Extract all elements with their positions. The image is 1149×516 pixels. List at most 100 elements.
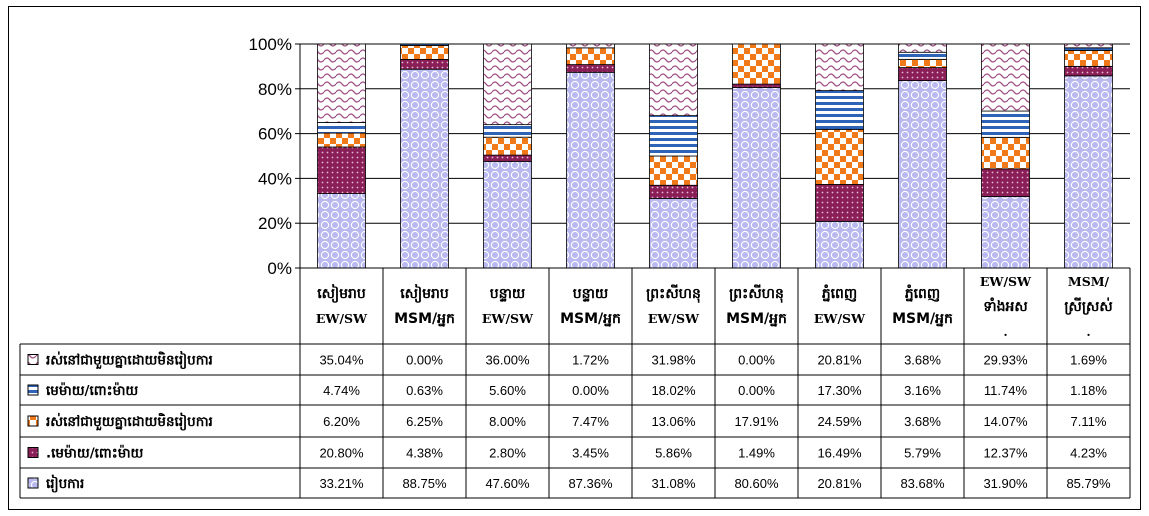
bar-segment: [898, 58, 947, 68]
bar-segment: [566, 71, 615, 269]
data-label: 85.79%: [1066, 476, 1111, 491]
bar-segment: [566, 64, 615, 73]
data-label: 13.06%: [651, 414, 696, 429]
data-label: 80.60%: [734, 476, 779, 491]
category-label: ព្រះសីហនុ: [646, 284, 701, 303]
bar-segment: [1064, 65, 1113, 77]
category-label: .: [1086, 324, 1090, 339]
data-label: 4.38%: [406, 446, 443, 461]
bar-segment: [981, 168, 1030, 197]
bar-segment: [815, 128, 864, 185]
data-label: 6.25%: [406, 414, 443, 429]
data-label: 33.21%: [319, 476, 364, 491]
bar-segment: [483, 136, 532, 156]
data-label: 0.00%: [572, 383, 609, 398]
data-label: 83.68%: [900, 476, 945, 491]
data-label: 17.91%: [734, 414, 779, 429]
data-label: 24.59%: [817, 414, 862, 429]
bar-segment: [732, 83, 781, 88]
data-label: 1.18%: [1070, 383, 1107, 398]
y-axis: 0% 20% 40% 60% 80% 100%: [249, 35, 301, 278]
bar-segment: [400, 43, 449, 46]
data-label: 12.37%: [983, 446, 1028, 461]
data-label: 88.75%: [402, 476, 447, 491]
data-label: 14.07%: [983, 414, 1028, 429]
data-label: 47.60%: [485, 476, 530, 491]
bar-segment: [400, 59, 449, 70]
data-label: 3.16%: [904, 383, 941, 398]
bar-segment: [649, 184, 698, 199]
y-tick-label: 80%: [258, 80, 292, 99]
category-label: MSM/អ្នក: [726, 311, 787, 327]
data-label: 18.02%: [651, 383, 696, 398]
category-label: MSM/អ្នក: [394, 311, 455, 327]
data-label: 31.98%: [651, 353, 696, 368]
category-label: សៀមរាប: [400, 284, 449, 303]
bar-segment: [1064, 43, 1113, 49]
bar-segment: [815, 184, 864, 222]
category-label: MSM/អ្នក: [892, 311, 953, 327]
bar-segment: [649, 43, 698, 117]
legend-swatch: [27, 415, 39, 427]
bar-segment: [483, 160, 532, 269]
bar-segment: [317, 132, 366, 148]
category-label: សៀមរាប: [317, 284, 366, 303]
bar-segment: [400, 68, 449, 269]
data-label: 7.11%: [1071, 414, 1107, 429]
bar-segment: [649, 115, 698, 157]
category-label: ស្រីស្រស់: [1064, 297, 1112, 315]
bar-segment: [317, 193, 366, 269]
data-label: 11.74%: [984, 383, 1028, 398]
data-label: 20.81%: [817, 353, 862, 368]
data-label: 5.86%: [655, 446, 692, 461]
category-label: EW/SW: [980, 274, 1032, 289]
data-label: 3.68%: [904, 353, 941, 368]
data-label: 17.30%: [817, 383, 862, 398]
bar-segment: [898, 51, 947, 60]
data-label: 5.60%: [489, 383, 526, 398]
category-label: .: [1003, 324, 1007, 339]
bar-segment: [400, 45, 449, 60]
data-label: 0.63%: [406, 383, 443, 398]
bar-segment: [732, 87, 781, 269]
bar-segment: [483, 43, 532, 126]
y-tick-label: 60%: [258, 125, 292, 144]
bar-segment: [317, 43, 366, 123]
y-tick-label: 0%: [267, 259, 292, 278]
data-label: 31.08%: [651, 476, 696, 491]
data-label: 87.36%: [568, 476, 613, 491]
data-label: 1.72%: [572, 353, 609, 368]
bar-segment: [898, 80, 947, 269]
bars-group: [317, 43, 1113, 269]
bar-segment: [317, 146, 366, 195]
bar-segment: [981, 196, 1030, 269]
data-label: 31.90%: [983, 476, 1028, 491]
data-label: 6.20%: [323, 414, 360, 429]
data-label: 3.68%: [904, 414, 941, 429]
y-tick-label: 20%: [258, 214, 292, 233]
bar-segment: [649, 155, 698, 186]
legend-swatch: [27, 384, 39, 396]
category-label: EW/SW: [482, 311, 534, 326]
legend-label: រៀបការ: [46, 474, 84, 493]
bar-segment: [981, 110, 1030, 138]
data-label: 35.04%: [319, 353, 364, 368]
data-label: 1.69%: [1070, 353, 1107, 368]
data-label: 0.00%: [406, 353, 443, 368]
data-label: 5.79%: [904, 446, 941, 461]
bar-segment: [1064, 75, 1113, 269]
legend-label: .មេម៉ាយ/ពោះម៉ាយ: [46, 445, 144, 462]
category-label: EW/SW: [648, 311, 700, 326]
data-label: 20.80%: [319, 446, 364, 461]
category-label: បន្ទាយ: [490, 286, 526, 302]
bar-segment: [898, 67, 947, 81]
data-label: 0.00%: [738, 383, 775, 398]
legend-label: មេម៉ាយ/ពោះម៉ាយ: [46, 382, 138, 399]
data-label: 4.74%: [323, 383, 360, 398]
data-label: 3.45%: [572, 446, 609, 461]
data-label: 36.00%: [485, 353, 530, 368]
data-label: 7.47%: [572, 414, 609, 429]
data-label: 0.00%: [738, 353, 775, 368]
legend-label: រស់នៅជាមួយគ្នាដោយមិនរៀបការ: [46, 351, 213, 370]
legend-label: រស់នៅជាមួយគ្នាដោយមិនរៀបការ: [46, 412, 213, 431]
